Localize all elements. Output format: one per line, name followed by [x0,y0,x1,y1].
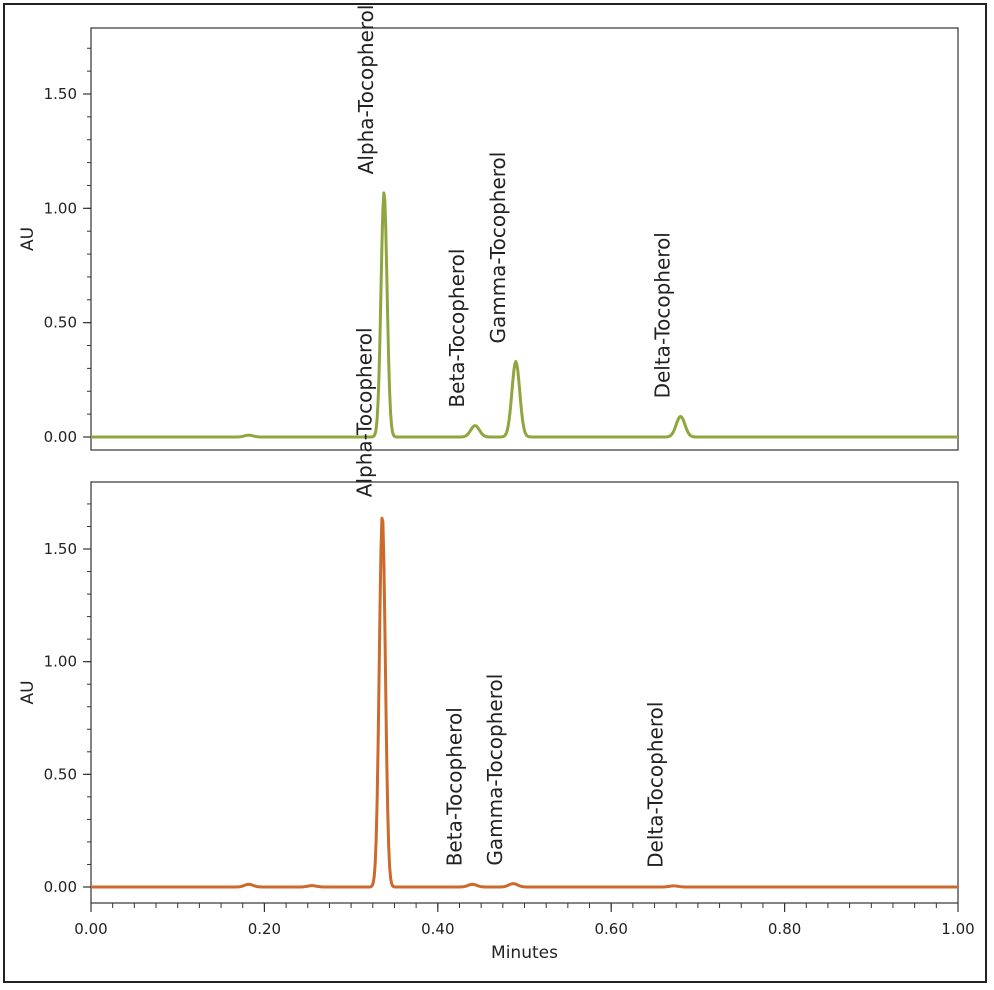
y-tick-label: 1.50 [44,540,77,558]
peak-label: Delta-Tocopherol [651,232,675,398]
x-tick-label: 1.00 [941,920,974,938]
peak-label: Alpha-Tocopherol [352,327,376,497]
peak-label: Gamma-Tocopherol [486,152,510,344]
panel-2: 0.00 0.50 1.00 1.50 AU 0.00 0.20 0.40 0.60 0.80 1.… [18,327,975,963]
x-tick-label: 0.20 [248,920,281,938]
peak-label: Beta-Tocopherol [445,249,469,408]
peak-point [472,884,473,885]
peak-point [382,515,383,516]
y-tick-label: 0.50 [44,314,77,332]
x-tick-label: 0.60 [594,920,627,938]
peak-point [475,425,476,426]
y-tick-label: 0.50 [44,765,77,783]
y-tick-label: 0.00 [44,428,77,446]
y-axis-label: AU [18,680,38,704]
peak-label: Beta-Tocopherol [442,707,466,866]
peak-label: Alpha-Tocopherol [354,5,378,175]
peak-point [680,416,681,417]
peak-point [673,885,674,886]
peak-point [513,883,514,884]
trace-line [90,191,959,439]
x-tick-label: 0.80 [768,920,801,938]
plot-area-2 [90,481,959,904]
trace-line [90,516,959,889]
figure-border [3,3,987,983]
x-axis-label: Minutes [491,943,558,963]
peak-label: Gamma-Tocopherol [483,674,507,866]
x-tick-label: 0.00 [74,920,107,938]
plot-area-1 [90,27,959,451]
peak-point [312,885,313,886]
y-axis-label: AU [18,227,38,251]
peak-point [515,361,516,362]
x-tick-label: 0.40 [421,920,454,938]
peak-label: Delta-Tocopherol [644,702,668,868]
y-tick-label: 1.00 [44,653,77,671]
y-tick-label: 0.00 [44,878,77,896]
y-tick-label: 1.50 [44,85,77,103]
panel-1: 0.00 0.50 1.00 1.50 AU Alpha-Tocopherol Beta-T… [18,5,959,451]
y-tick-label: 1.00 [44,199,77,217]
peak-point [248,884,249,885]
peak-point [248,435,249,436]
peak-point [384,192,385,193]
